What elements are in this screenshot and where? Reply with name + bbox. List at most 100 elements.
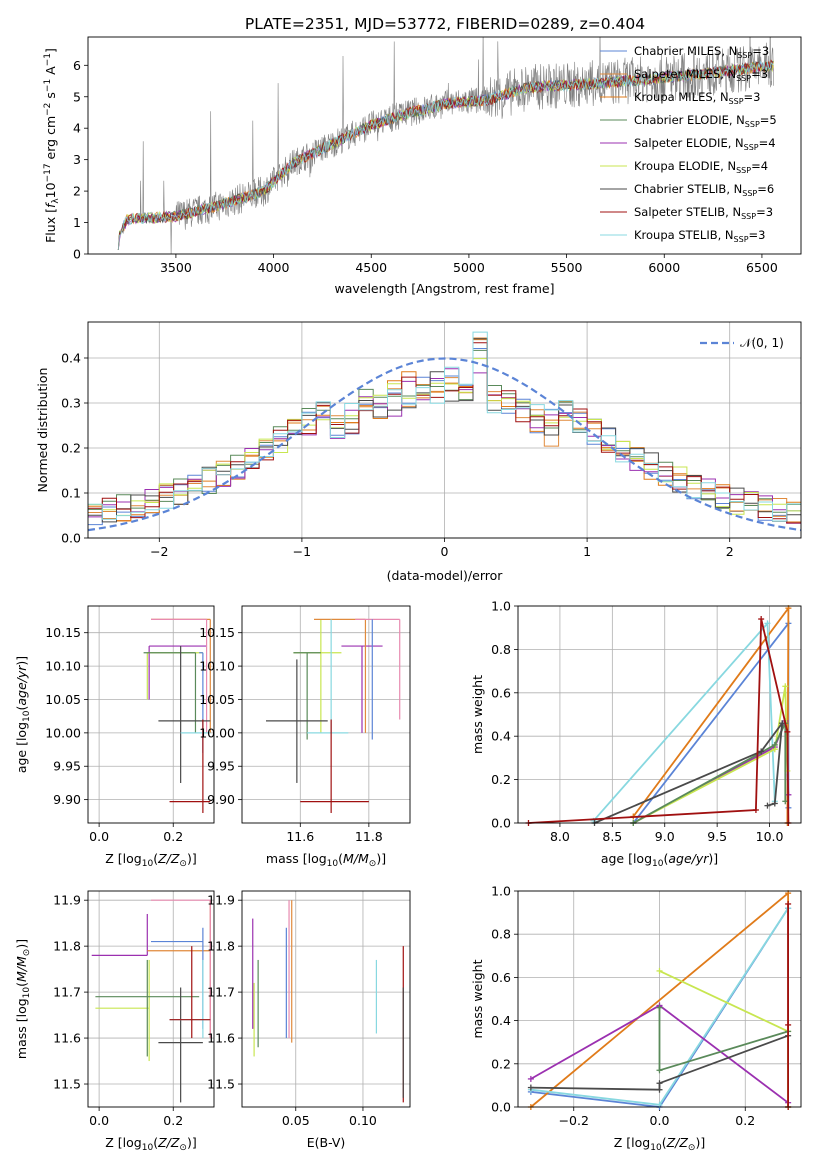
- label-part: f: [43, 202, 58, 208]
- label-part: )]: [14, 656, 29, 666]
- y-tick-label: 10.10: [199, 659, 235, 674]
- legend-entry-sub: SSP: [736, 74, 751, 83]
- y-axis-label: age [log10(age/yr)]: [14, 656, 32, 773]
- legend-entry-main: Salpeter ELODIE, N: [634, 136, 744, 150]
- x-tick-label: 6500: [746, 260, 778, 275]
- x-tick-label: 0.0: [650, 1113, 670, 1128]
- x-tick-label: −2: [150, 544, 168, 559]
- legend-entry-tail: =3: [744, 90, 761, 104]
- y-tick-label: 11.7: [207, 985, 235, 1000]
- y-tick-label: 10.05: [199, 692, 235, 707]
- y-tick-label: 9.90: [207, 792, 235, 807]
- label-part: (: [662, 1135, 667, 1150]
- x-tick-label: 4000: [258, 260, 290, 275]
- y-tick-label: 10.05: [45, 692, 81, 707]
- legend-entry-tail: =3: [752, 44, 769, 58]
- label-part: erg cm: [43, 116, 58, 164]
- label-part: mass [log: [14, 998, 29, 1059]
- axes-frame: [87, 890, 215, 1108]
- legend-entry: Kroupa MILES, NSSP=3: [634, 90, 760, 106]
- label-part: ⊙: [369, 859, 377, 869]
- label-part: Z/Z: [157, 1135, 180, 1150]
- y-tick-label: 5: [73, 89, 81, 104]
- x-tick-label: 8.0: [550, 829, 570, 844]
- mass_vs_ebv-panel: 0.05 0.10 11.5 11.6 11.7 11.8 11.9 E(B-V): [207, 890, 411, 1150]
- y-tick-label: 2: [73, 184, 81, 199]
- x-tick-label: 3500: [160, 260, 192, 275]
- y-axis-label: Normed distribution: [35, 368, 50, 493]
- mass-weight-line: [632, 722, 787, 824]
- massweight_vs_Z-panel: −0.2 0.0 0.2 0.0 0.2 0.4 0.6 0.8 1.0 Z [log10(Z/Z…: [470, 884, 802, 1153]
- legend-entry: Salpeter STELIB, NSSP=3: [634, 205, 773, 221]
- axes-frame: [241, 890, 411, 1108]
- legend-entry: Salpeter ELODIE, NSSP=4: [634, 136, 776, 152]
- y-tick-label: 0.6: [491, 970, 511, 985]
- label-part: age [log: [14, 722, 29, 773]
- y-tick-label: 3: [73, 152, 81, 167]
- x-tick-label: 0: [441, 544, 449, 559]
- mass-weight-line: [592, 621, 776, 822]
- label-part: (: [338, 851, 343, 866]
- mass-weight-line: [632, 686, 789, 824]
- x-tick-label: 4500: [355, 260, 387, 275]
- x-tick-label: −1: [293, 544, 311, 559]
- y-tick-label: 0.4: [491, 729, 511, 744]
- y-tick-label: 11.5: [207, 1077, 235, 1092]
- massweight_vs_age-panel: 8.0 8.5 9.0 9.5 10.0 0.0 0.2 0.4 0.6 0.8 1.0 age [l…: [470, 599, 802, 869]
- legend-entry-sub: SSP: [736, 166, 751, 175]
- x-tick-label: 5000: [453, 260, 485, 275]
- y-tick-label: 11.6: [53, 1031, 81, 1046]
- legend-entry-tail: =3: [749, 228, 766, 242]
- label-part: A: [43, 66, 58, 79]
- x-axis-label: Z [log10(Z/Z⊙)]: [105, 1135, 196, 1153]
- label-part: s: [43, 92, 58, 103]
- legend-entry-tail: =3: [751, 67, 768, 81]
- label-part: (: [153, 851, 158, 866]
- axes-frame: [87, 36, 802, 255]
- x-axis-label: Z [log10(Z/Z⊙)]: [105, 851, 196, 869]
- y-tick-label: 6: [73, 58, 81, 73]
- mass-weight-line: [658, 1007, 789, 1072]
- x-tick-label: 0.2: [735, 1113, 755, 1128]
- y-tick-label: 10.00: [199, 725, 235, 740]
- label-part: −1: [43, 53, 53, 66]
- y-tick-label: 0.8: [491, 642, 511, 657]
- y-tick-label: 0.2: [491, 772, 511, 787]
- label-part: Z/Z: [666, 1135, 689, 1150]
- x-tick-label: 9.5: [707, 829, 727, 844]
- x-axis-label: mass [log10(M/M⊙)]: [266, 851, 386, 869]
- y-tick-label: 0: [73, 247, 81, 262]
- label-part: 10: [652, 859, 664, 869]
- label-part: ⊙: [22, 949, 32, 957]
- legend-entry-tail: =3: [756, 205, 773, 219]
- x-tick-label: 6000: [648, 260, 680, 275]
- label-part: age/yr: [668, 851, 709, 866]
- mass_vs_Z-panel: 0.0 0.211.511.611.711.811.9Z [log10(Z/Z⊙)…: [14, 890, 215, 1153]
- y-tick-label: 0.8: [491, 927, 511, 942]
- y-tick-label: 0.4: [491, 1013, 511, 1028]
- legend-entry: Salpeter MILES, NSSP=3: [634, 67, 768, 83]
- mass-weight-line: [632, 620, 790, 824]
- legend-entry-main: Kroupa STELIB, N: [634, 228, 734, 242]
- residuals-steps: [88, 331, 801, 532]
- label-part: −1: [43, 79, 53, 92]
- x-tick-label: 5500: [551, 260, 583, 275]
- mass-weight-line: [594, 720, 784, 824]
- label-part: −2: [43, 103, 53, 116]
- label-part: age/yr: [14, 665, 29, 706]
- y-tick-label: 11.7: [53, 985, 81, 1000]
- residuals-panel: −2 −1 0 1 2 0.0 0.1 0.2 0.3 0.4 𝒩(0, 1) (data-model…: [35, 321, 802, 583]
- y-tick-label: 0.0: [61, 531, 81, 546]
- y-tick-label: 4: [73, 121, 81, 136]
- label-part: Z/Z: [157, 851, 180, 866]
- label-part: )]: [376, 851, 386, 866]
- legend-entry-sub: SSP: [729, 97, 744, 106]
- legend-entry-main: Chabrier MILES, N: [634, 44, 737, 58]
- y-tick-label: 10.00: [45, 725, 81, 740]
- mass-weight-line: [530, 1034, 789, 1091]
- legend-entry-tail: =4: [751, 159, 768, 173]
- x-tick-label: 0.2: [163, 829, 183, 844]
- label-part: )]: [187, 851, 197, 866]
- y-tick-label: 10.15: [45, 625, 81, 640]
- y-tick-label: 0.0: [491, 1100, 511, 1115]
